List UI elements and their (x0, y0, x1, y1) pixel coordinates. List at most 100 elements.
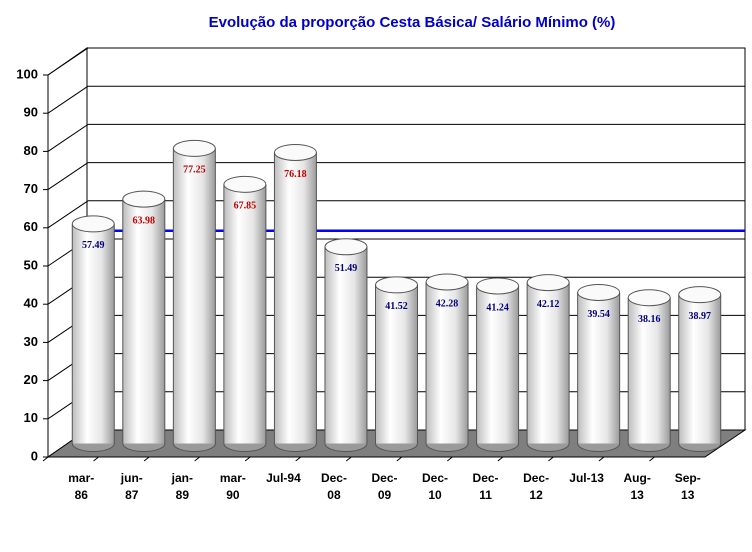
x-tick-mark (93, 456, 99, 462)
cylinder-body (577, 292, 620, 444)
grid-line (47, 47, 89, 76)
cylinder (476, 277, 520, 452)
x-tick-label-box: mar- 86 (68, 471, 95, 502)
value-label: 41.24 (486, 302, 509, 313)
cylinder-top (324, 238, 368, 256)
value-label: 57.49 (82, 240, 105, 251)
x-tick-label-box: Aug- 13 (623, 471, 651, 502)
cylinder-body (122, 199, 165, 444)
cylinder-body (324, 246, 367, 444)
cylinder (223, 175, 267, 452)
cylinder-body (274, 152, 317, 444)
cylinder-body (527, 282, 570, 444)
cylinder (324, 238, 368, 452)
grid-line (47, 85, 89, 114)
x-tick-label-box: Dec- 11 (473, 471, 499, 502)
y-tick-label: 10 (24, 410, 38, 425)
x-tick-mark (194, 456, 200, 462)
cylinder-body (476, 285, 519, 444)
x-tick-label: jun- 87 (120, 471, 143, 502)
y-tick-label: 90 (24, 105, 38, 120)
value-label: 39.54 (587, 309, 610, 320)
x-tick-label-box: Dec- 12 (523, 471, 550, 502)
cylinder-top (122, 190, 166, 208)
x-tick-label-box: Sep- 13 (674, 471, 701, 502)
cylinder-body (375, 284, 418, 444)
x-tick-label: jan- 89 (171, 471, 194, 502)
cylinder-top (375, 276, 418, 294)
value-label: 51.49 (335, 263, 358, 274)
cylinder-top (678, 286, 722, 304)
y-tick-label: 40 (24, 296, 38, 311)
x-tick-mark (497, 456, 504, 462)
x-tick-label: Aug- 13 (623, 471, 651, 502)
value-label: 76.18 (284, 169, 307, 180)
x-tick-mark (143, 456, 150, 462)
x-tick-label-box: Jul-13 (569, 471, 604, 485)
x-tick-label: mar- 86 (68, 471, 95, 502)
grid-line (47, 162, 89, 191)
cylinder-top (425, 273, 469, 291)
cylinder-body (72, 223, 115, 444)
x-tick-label: Dec- 08 (320, 471, 347, 502)
y-tick-label: 60 (24, 219, 38, 234)
cylinder (678, 286, 722, 452)
cylinder-top (172, 139, 216, 157)
value-label: 42.28 (436, 298, 459, 309)
x-tick-mark (345, 456, 352, 462)
x-tick-mark (548, 456, 554, 462)
grid-line (47, 123, 89, 152)
value-label: 42.12 (537, 299, 560, 310)
x-tick-label: Sep- 13 (674, 471, 701, 502)
x-tick-mark (396, 456, 403, 462)
cylinder-body (678, 294, 721, 444)
x-tick-label: Dec- 12 (523, 471, 550, 502)
cylinder (273, 143, 317, 452)
cylinder-body (628, 297, 671, 444)
cylinder-top (223, 175, 267, 193)
cylinder-body (173, 148, 216, 444)
x-tick-label-box: Dec- 09 (371, 471, 398, 502)
cylinder (172, 139, 216, 452)
value-label: 38.97 (688, 311, 711, 322)
x-tick-label-box: jun- 87 (120, 471, 143, 502)
grid-line (47, 200, 89, 229)
cylinder (627, 289, 671, 452)
x-tick-label-box: jan- 89 (171, 471, 194, 502)
x-tick-label: mar- 90 (219, 471, 246, 502)
value-label: 67.85 (234, 201, 257, 212)
y-tick-label: 100 (16, 66, 38, 81)
y-tick-label: 30 (24, 334, 38, 349)
x-tick-mark (446, 456, 453, 462)
cylinder-top (476, 277, 520, 295)
x-tick-label-box: Dec- 08 (320, 471, 347, 502)
x-tick-label-box: mar- 90 (219, 471, 246, 502)
y-tick-label: 0 (31, 448, 38, 463)
cylinder (122, 190, 166, 452)
x-tick-label: Jul-94 (266, 471, 301, 485)
y-tick-label: 50 (24, 257, 38, 272)
cylinder (71, 215, 115, 452)
y-tick-label: 20 (24, 372, 38, 387)
y-tick-label: 80 (24, 143, 38, 158)
value-label: 38.16 (638, 314, 661, 325)
x-tick-label-box: Dec- 10 (422, 471, 448, 502)
cylinder (577, 283, 621, 452)
cylinder-top (627, 289, 671, 307)
cylinder (526, 274, 570, 452)
x-tick-label-box: Jul-94 (266, 471, 301, 485)
value-label: 77.25 (183, 165, 206, 176)
value-label: 41.52 (385, 301, 408, 312)
x-tick-label: Dec- 09 (371, 471, 398, 502)
cylinder-top (526, 274, 570, 292)
y-tick-label: 70 (24, 181, 38, 196)
cylinder (375, 276, 418, 452)
cylinder-top (577, 283, 621, 301)
x-tick-mark (244, 456, 251, 462)
x-tick-mark (649, 456, 655, 462)
cylinder-body (223, 184, 266, 444)
cylinder-body (426, 281, 469, 444)
x-tick-label: Jul-13 (569, 471, 604, 485)
x-tick-mark (295, 456, 302, 462)
x-tick-mark (598, 456, 605, 462)
